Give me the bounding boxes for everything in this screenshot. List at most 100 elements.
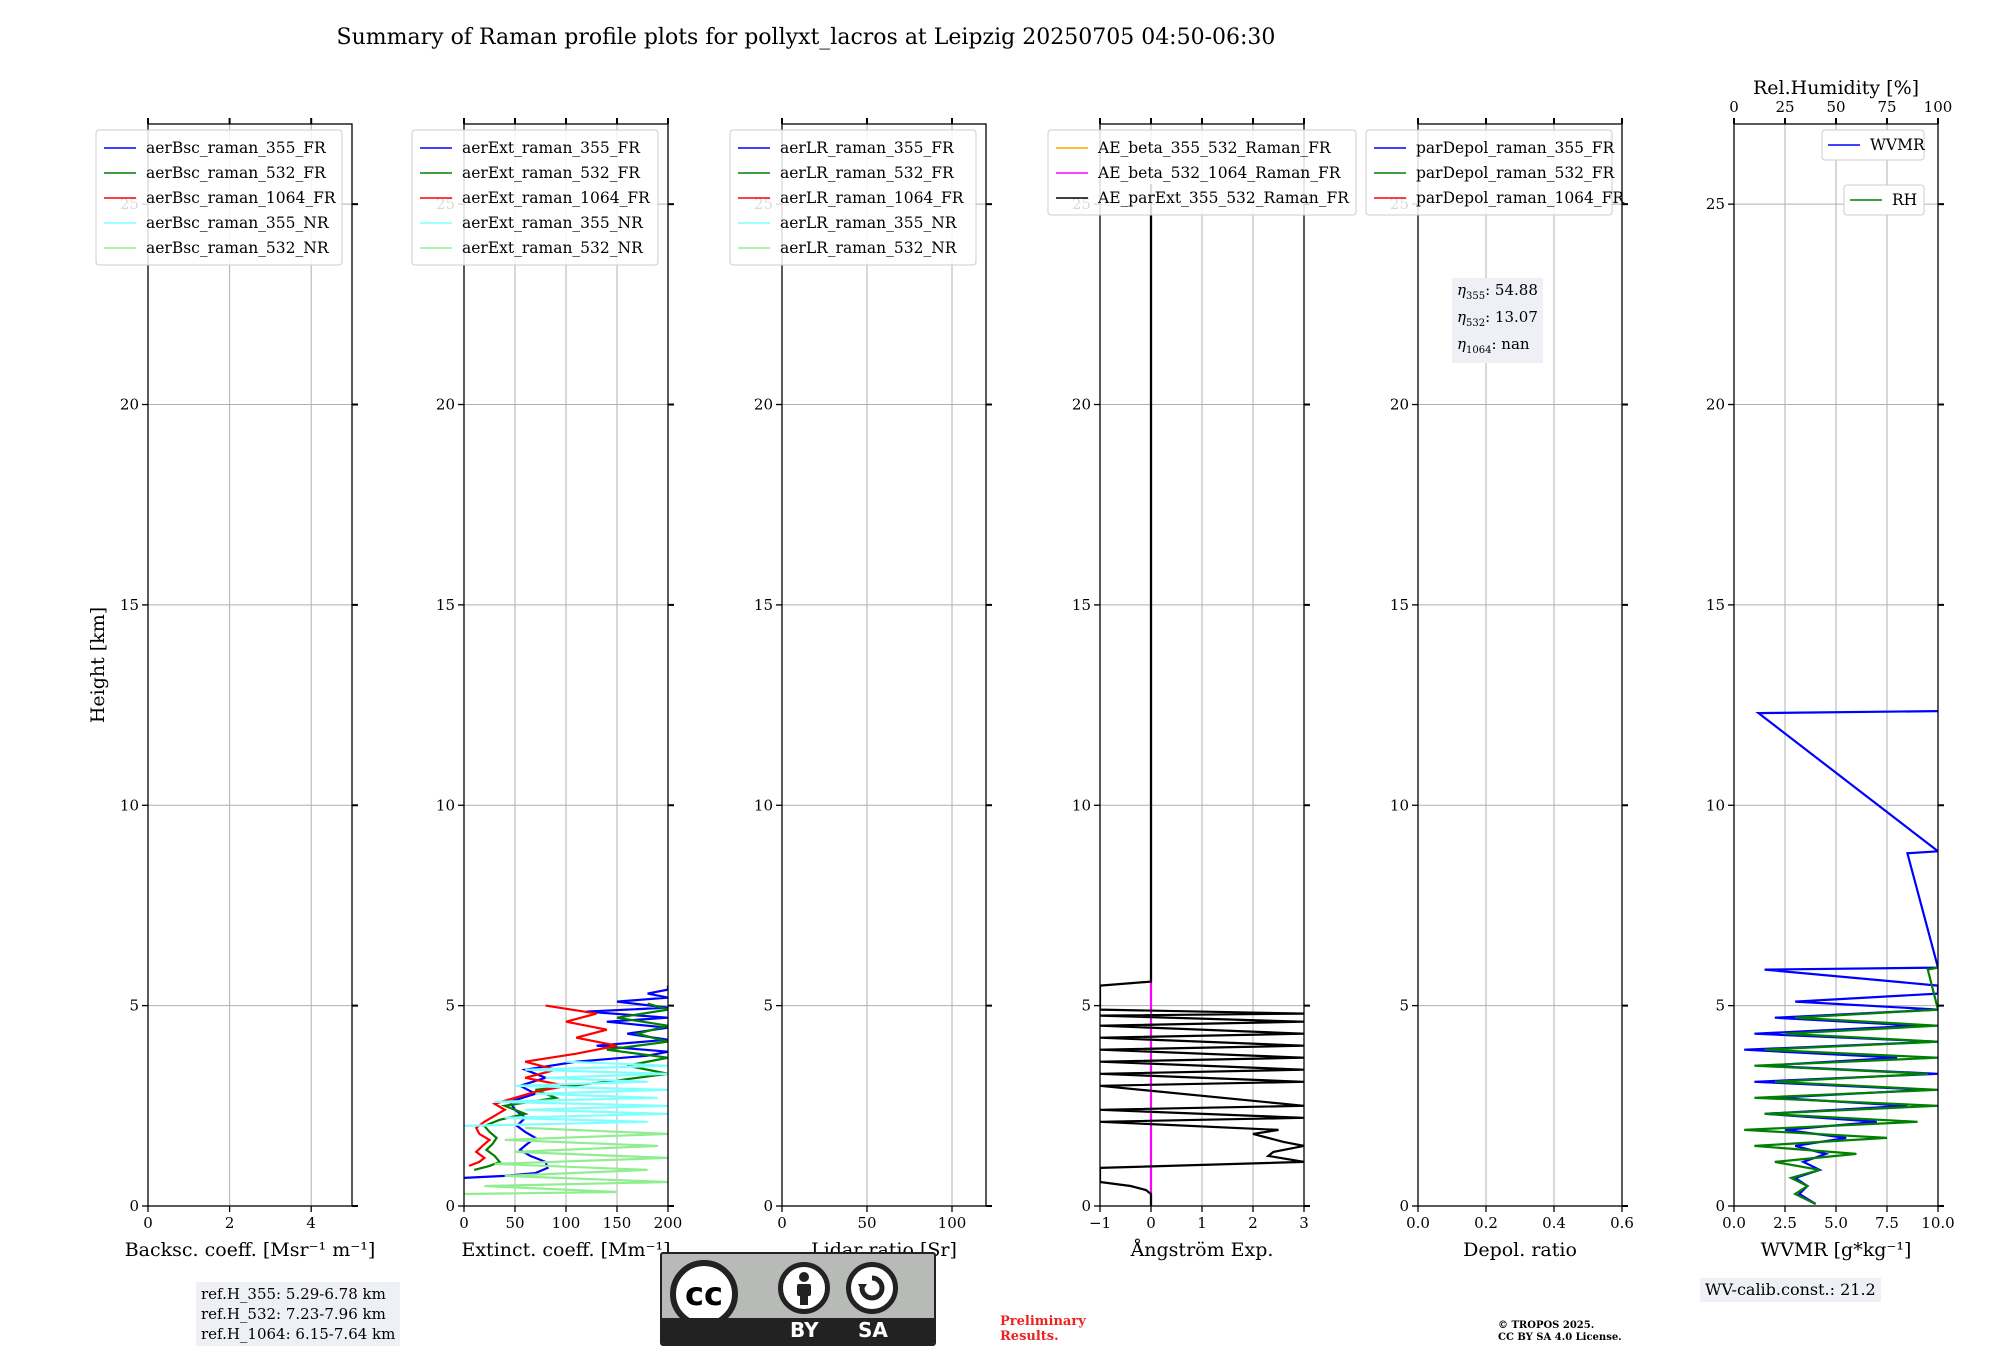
legend-box [1843, 184, 1925, 216]
cc-bottom-bar [662, 1318, 934, 1344]
y-tick-label: 5 [445, 997, 455, 1015]
cc-license-logo: cc BY SA [660, 1252, 936, 1346]
x-tick-label: 0 [459, 1214, 469, 1232]
series-line-WVMR [1744, 710, 1938, 1205]
x-tick-label: 3 [1299, 1214, 1309, 1232]
copyright-line-2: CC BY SA 4.0 License. [1498, 1332, 1622, 1343]
x-tick-label: 0 [143, 1214, 153, 1232]
y-tick-label: 15 [436, 596, 455, 614]
top-x-tick-label: 75 [1877, 98, 1896, 116]
legend-box [95, 129, 343, 266]
series-line-aerExt_raman_532_FR [473, 1002, 668, 1171]
y-tick-label: 25 [1706, 195, 1725, 213]
eta-1064-value: nan [1501, 335, 1530, 353]
y-tick-label: 0 [1081, 1197, 1091, 1215]
y-tick-label: 20 [1706, 396, 1725, 414]
y-tick-label: 0 [1715, 1197, 1725, 1215]
x-axis-label: Extinct. coeff. [Mm⁻¹] [461, 1239, 670, 1261]
legend-label: aerExt_raman_355_FR [462, 139, 641, 157]
eta-box: η355: 54.88 η532: 13.07 η1064: nan [1452, 278, 1543, 363]
preliminary-line-1: Preliminary [1000, 1314, 1086, 1329]
eta-532-value: 13.07 [1494, 308, 1538, 326]
legend-label: AE_beta_355_532_Raman_FR [1097, 139, 1332, 157]
y-tick-label: 15 [1706, 596, 1725, 614]
y-tick-label: 20 [1072, 396, 1091, 414]
legend-box [1047, 129, 1357, 216]
y-tick-label: 15 [120, 596, 139, 614]
legend-label: aerExt_raman_1064_FR [462, 189, 651, 207]
legend-label: parDepol_raman_355_FR [1416, 139, 1616, 157]
x-tick-label: 2 [1248, 1214, 1258, 1232]
legend-label: parDepol_raman_1064_FR [1416, 189, 1625, 207]
y-tick-label: 10 [1072, 796, 1091, 814]
y-tick-label: 10 [1706, 796, 1725, 814]
eta-355: η355: 54.88 [1457, 281, 1538, 302]
legend-label: RH [1892, 191, 1917, 209]
eta-532: η532: 13.07 [1457, 308, 1538, 329]
wv-calib-box: WV-calib.const.: 21.2 [1700, 1278, 1881, 1302]
attribution-person-icon [778, 1262, 830, 1314]
series-line-aerExt_raman_355_NR [464, 1060, 668, 1127]
y-tick-label: 20 [1390, 396, 1409, 414]
x-tick-label: 0 [777, 1214, 787, 1232]
y-tick-label: 15 [1390, 596, 1409, 614]
y-tick-label: 10 [754, 796, 773, 814]
panel-2: 0510152025050100150200Extinct. coeff. [M… [411, 118, 683, 1261]
series-line-RH [1744, 966, 1938, 1205]
legend-label: aerBsc_raman_355_FR [146, 139, 327, 157]
top-x-tick-label: 25 [1775, 98, 1794, 116]
y-tick-label: 20 [754, 396, 773, 414]
x-tick-label: −1 [1089, 1214, 1111, 1232]
y-tick-label: 5 [1081, 997, 1091, 1015]
y-tick-label: 20 [120, 396, 139, 414]
legend-label: aerLR_raman_355_NR [780, 214, 958, 232]
legend: aerLR_raman_355_FR aerLR_raman_532_FR aerL… [729, 129, 977, 266]
axes-frame [1417, 123, 1623, 1207]
refh-355: ref.H_355: 5.29-6.78 km [201, 1285, 386, 1303]
x-axis-label: WVMR [g*kg⁻¹] [1761, 1239, 1912, 1261]
panel-3: 0510152025050100Lidar ratio [Sr]aerLR_ra… [729, 118, 992, 1261]
series-line-AE_parExt_355_532_Raman_FR [1100, 184, 1304, 1206]
legend-label: aerLR_raman_355_FR [780, 139, 955, 157]
legend-label: aerExt_raman_355_NR [462, 214, 644, 232]
x-tick-label: 200 [654, 1214, 683, 1232]
eta-355-value: 54.88 [1494, 281, 1538, 299]
legend-label: parDepol_raman_532_FR [1416, 164, 1616, 182]
y-tick-label: 10 [436, 796, 455, 814]
y-tick-label: 10 [1390, 796, 1409, 814]
x-tick-label: 0.2 [1474, 1214, 1498, 1232]
cc-by-label: BY [790, 1318, 819, 1342]
eta-1064: η1064: nan [1457, 335, 1530, 356]
y-tick-label: 5 [1399, 997, 1409, 1015]
x-tick-label: 2 [225, 1214, 235, 1232]
preliminary-line-2: Results. [1000, 1329, 1059, 1344]
y-tick-label: 5 [1715, 997, 1725, 1015]
top-x-tick-label: 100 [1924, 98, 1953, 116]
x-tick-label: 50 [505, 1214, 524, 1232]
axes-frame [147, 123, 353, 1207]
legend-label: aerBsc_raman_532_FR [146, 164, 327, 182]
legend-label: WVMR [1870, 136, 1926, 154]
panels: 0510152025024Backsc. coeff. [Msr⁻¹ m⁻¹]H… [87, 77, 1955, 1261]
y-tick-label: 5 [129, 997, 139, 1015]
legend-box [411, 129, 659, 266]
top-x-axis-label: Rel.Humidity [%] [1753, 77, 1919, 99]
legend-label: aerLR_raman_532_FR [780, 164, 955, 182]
legend-box [1365, 129, 1613, 216]
panel-6: 0 5 10 15 20 25 0.0 2.5 5.0 7.5 10.0 WVMR [g*kg⁻¹] 0… [1706, 77, 1955, 1261]
x-tick-label: 100 [552, 1214, 581, 1232]
y-tick-label: 0 [1399, 1197, 1409, 1215]
x-tick-label: 50 [857, 1214, 876, 1232]
x-tick-label: 150 [603, 1214, 632, 1232]
legend-label: aerBsc_raman_1064_FR [146, 189, 337, 207]
x-tick-label: 0.0 [1406, 1214, 1430, 1232]
y-tick-label: 20 [436, 396, 455, 414]
legend-label: AE_parExt_355_532_Raman_FR [1097, 189, 1350, 207]
figure-title: Summary of Raman profile plots for polly… [337, 25, 1276, 50]
legend: aerBsc_raman_355_FR aerBsc_raman_532_FRae… [95, 129, 343, 266]
legend-label: aerBsc_raman_532_NR [146, 239, 330, 257]
panel-1: 0510152025024Backsc. coeff. [Msr⁻¹ m⁻¹]H… [87, 118, 375, 1261]
